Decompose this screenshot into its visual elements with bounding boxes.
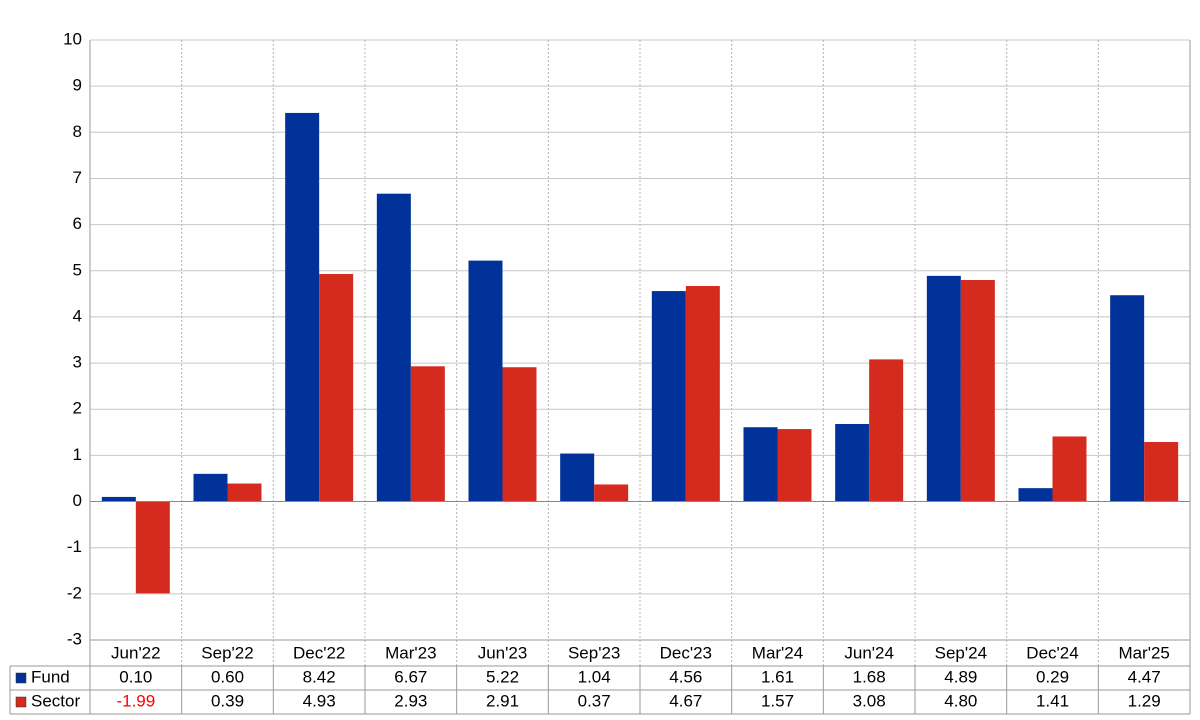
bar <box>1018 488 1053 502</box>
value-label: 0.29 <box>1036 667 1069 686</box>
x-tick-label: Mar'25 <box>1118 643 1169 662</box>
bar <box>376 193 411 502</box>
legend-swatch <box>15 696 27 708</box>
y-tick-label: 7 <box>73 168 82 187</box>
y-tick-label: -1 <box>67 537 82 556</box>
bar <box>685 286 720 502</box>
bar <box>135 501 170 594</box>
bar <box>410 366 445 502</box>
y-tick-label: -3 <box>67 629 82 648</box>
value-label: 1.57 <box>761 691 794 710</box>
bar <box>835 424 870 502</box>
legend-label: Fund <box>31 667 70 686</box>
value-label: 1.41 <box>1036 691 1069 710</box>
x-tick-label: Dec'22 <box>293 643 345 662</box>
value-label: 4.47 <box>1128 667 1161 686</box>
bar <box>1052 436 1087 502</box>
value-label: 4.80 <box>944 691 977 710</box>
bar <box>594 484 629 502</box>
y-tick-label: 4 <box>73 306 82 325</box>
y-tick-label: 9 <box>73 76 82 95</box>
value-label: 4.93 <box>303 691 336 710</box>
value-label: 8.42 <box>303 667 336 686</box>
x-tick-label: Jun'24 <box>844 643 894 662</box>
y-tick-label: 3 <box>73 353 82 372</box>
bar <box>926 275 961 502</box>
value-label: 6.67 <box>394 667 427 686</box>
value-label: 2.91 <box>486 691 519 710</box>
y-tick-label: 2 <box>73 399 82 418</box>
x-tick-label: Dec'23 <box>660 643 712 662</box>
value-label: 2.93 <box>394 691 427 710</box>
legend-swatch <box>15 672 27 684</box>
bar <box>960 280 995 502</box>
value-label: 3.08 <box>853 691 886 710</box>
y-tick-label: 8 <box>73 122 82 141</box>
bar <box>651 291 686 502</box>
bar <box>101 496 136 502</box>
value-label: 4.56 <box>669 667 702 686</box>
value-label: 1.61 <box>761 667 794 686</box>
y-tick-label: 6 <box>73 214 82 233</box>
x-tick-label: Jun'23 <box>478 643 528 662</box>
y-tick-label: 1 <box>73 445 82 464</box>
bar <box>468 260 503 502</box>
value-label: 1.68 <box>853 667 886 686</box>
x-tick-label: Sep'24 <box>935 643 987 662</box>
x-tick-label: Jun'22 <box>111 643 161 662</box>
legend-label: Sector <box>31 691 80 710</box>
y-tick-label: 0 <box>73 491 82 510</box>
value-label: 1.04 <box>578 667 611 686</box>
x-tick-label: Sep'23 <box>568 643 620 662</box>
bar <box>1110 295 1145 502</box>
value-label: 0.60 <box>211 667 244 686</box>
bar <box>227 483 262 502</box>
bar <box>285 112 320 502</box>
value-label: 4.89 <box>944 667 977 686</box>
bar <box>502 367 537 502</box>
bar <box>560 453 595 502</box>
bar <box>777 429 812 502</box>
value-label: -1.99 <box>116 691 155 710</box>
x-tick-label: Dec'24 <box>1026 643 1078 662</box>
y-tick-label: 5 <box>73 260 82 279</box>
bar <box>743 427 778 502</box>
x-tick-label: Mar'24 <box>752 643 803 662</box>
value-label: 4.67 <box>669 691 702 710</box>
bar <box>319 274 354 502</box>
value-label: 1.29 <box>1128 691 1161 710</box>
y-tick-label: 10 <box>63 29 82 48</box>
x-tick-label: Sep'22 <box>201 643 253 662</box>
value-label: 5.22 <box>486 667 519 686</box>
bar <box>1144 442 1179 502</box>
y-tick-label: -2 <box>67 583 82 602</box>
bar <box>193 473 228 502</box>
bar <box>869 359 904 502</box>
value-label: 0.39 <box>211 691 244 710</box>
value-label: 0.37 <box>578 691 611 710</box>
x-tick-label: Mar'23 <box>385 643 436 662</box>
value-label: 0.10 <box>119 667 152 686</box>
